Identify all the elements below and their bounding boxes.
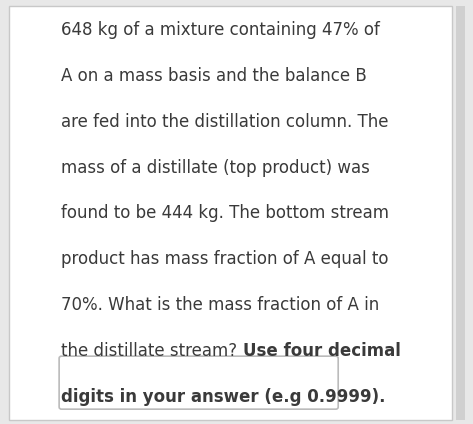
Text: mass of a distillate (top product) was: mass of a distillate (top product) was xyxy=(61,159,370,176)
Text: Use four decimal: Use four decimal xyxy=(243,342,401,360)
Text: are fed into the distillation column. The: are fed into the distillation column. Th… xyxy=(61,113,389,131)
Text: digits in your answer (e.g 0.9999).: digits in your answer (e.g 0.9999). xyxy=(61,388,386,405)
Text: A on a mass basis and the balance B: A on a mass basis and the balance B xyxy=(61,67,367,85)
Text: the distillate stream?: the distillate stream? xyxy=(61,342,243,360)
FancyBboxPatch shape xyxy=(59,356,338,409)
Text: 70%. What is the mass fraction of A in: 70%. What is the mass fraction of A in xyxy=(61,296,380,314)
Text: 648 kg of a mixture containing 47% of: 648 kg of a mixture containing 47% of xyxy=(61,21,380,39)
Text: product has mass fraction of A equal to: product has mass fraction of A equal to xyxy=(61,250,389,268)
Text: found to be 444 kg. The bottom stream: found to be 444 kg. The bottom stream xyxy=(61,204,389,222)
